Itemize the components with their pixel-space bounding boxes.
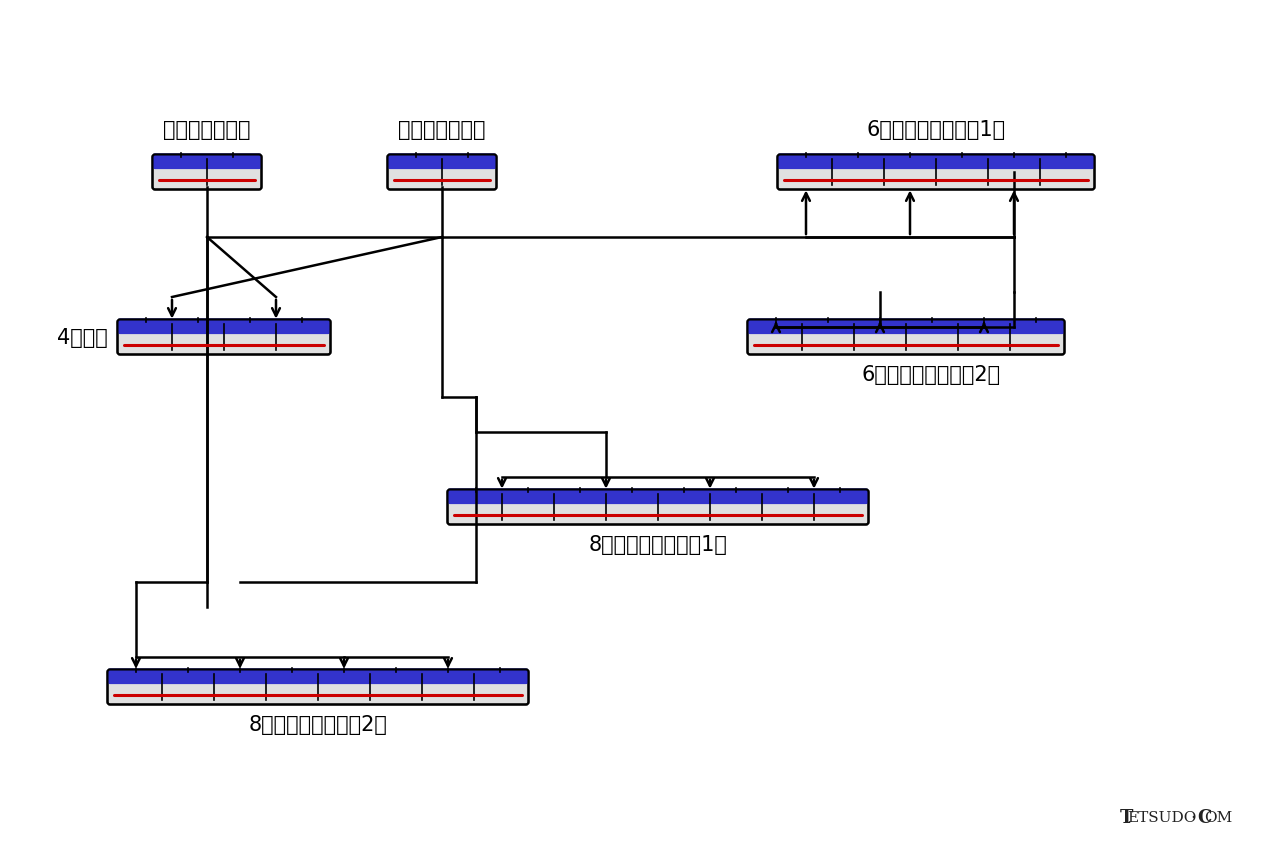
FancyBboxPatch shape: [748, 320, 1065, 335]
Text: T: T: [1120, 808, 1133, 826]
Bar: [119, 327, 329, 332]
FancyBboxPatch shape: [448, 490, 869, 525]
FancyBboxPatch shape: [448, 489, 869, 504]
FancyBboxPatch shape: [388, 154, 497, 170]
FancyBboxPatch shape: [152, 155, 261, 190]
Bar: [749, 327, 1062, 332]
Text: 6両編成（パターン2）: 6両編成（パターン2）: [861, 365, 1001, 384]
Bar: [109, 677, 527, 682]
Text: ·: ·: [1190, 808, 1196, 826]
Text: ETSUDO: ETSUDO: [1126, 810, 1197, 824]
Text: 成田方ユニット: 成田方ユニット: [398, 120, 485, 140]
FancyBboxPatch shape: [118, 320, 330, 335]
Text: 8両編成（パターン1）: 8両編成（パターン1）: [589, 534, 727, 555]
Bar: [389, 163, 495, 167]
Text: 上野方ユニット: 上野方ユニット: [164, 120, 251, 140]
FancyBboxPatch shape: [777, 154, 1094, 170]
FancyBboxPatch shape: [118, 320, 330, 355]
Bar: [449, 498, 867, 502]
FancyBboxPatch shape: [152, 154, 261, 170]
Bar: [154, 163, 260, 167]
Text: 4両編成: 4両編成: [58, 328, 108, 348]
FancyBboxPatch shape: [748, 320, 1065, 355]
FancyBboxPatch shape: [777, 155, 1094, 190]
FancyBboxPatch shape: [108, 670, 529, 705]
Bar: [780, 163, 1093, 167]
Text: C: C: [1197, 808, 1211, 826]
FancyBboxPatch shape: [108, 669, 529, 684]
Text: OM: OM: [1204, 810, 1233, 824]
FancyBboxPatch shape: [388, 155, 497, 190]
Text: 6両編成（パターン1）: 6両編成（パターン1）: [867, 120, 1006, 140]
Text: 8両編成（パターン2）: 8両編成（パターン2）: [248, 714, 388, 734]
